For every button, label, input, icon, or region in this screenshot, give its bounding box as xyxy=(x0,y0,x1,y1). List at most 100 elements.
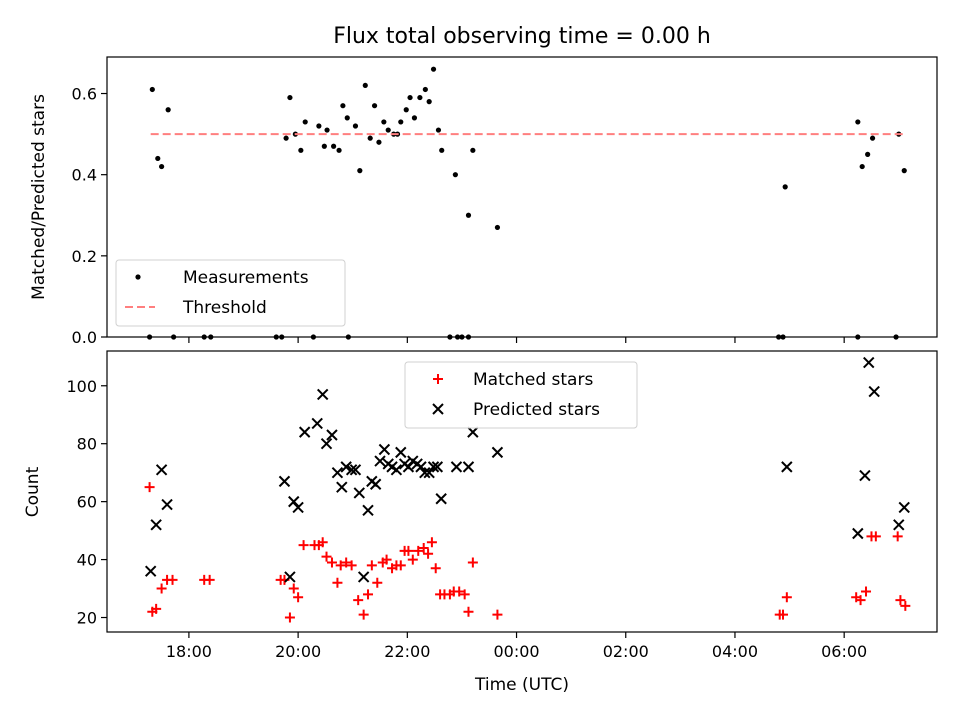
matched-point xyxy=(778,609,789,620)
measurement-point xyxy=(344,115,350,121)
matched-point xyxy=(855,595,866,606)
legend-label: Matched stars xyxy=(473,370,593,390)
matched-point xyxy=(413,545,424,556)
ytick-label: 40 xyxy=(77,551,97,570)
predicted-point xyxy=(427,461,440,473)
measurement-point xyxy=(149,86,155,93)
measurement-point xyxy=(407,94,413,101)
matched-point xyxy=(372,577,383,588)
measurement-point xyxy=(287,94,293,101)
legend-label: Predicted stars xyxy=(473,400,600,420)
measurement-point xyxy=(859,163,865,170)
measurement-point xyxy=(357,168,363,174)
measurement-point xyxy=(426,99,432,105)
measurement-point xyxy=(155,155,161,162)
matched-point xyxy=(463,606,474,617)
matched-point xyxy=(781,592,792,603)
matched-point xyxy=(418,542,429,553)
matched-point xyxy=(892,531,903,542)
xlabel: Time (UTC) xyxy=(474,675,569,695)
measurement-point xyxy=(381,119,387,125)
matched-point xyxy=(430,563,441,574)
count-panel: Count Time (UTC) 20 40 60 80 100 18:00 20:00 22… xyxy=(23,350,938,695)
predicted-point xyxy=(353,487,365,499)
predicted-point xyxy=(431,461,444,473)
legend-label: Threshold xyxy=(182,298,267,318)
predicted-point xyxy=(378,443,391,456)
predicted-point xyxy=(369,478,382,490)
matched-point xyxy=(363,589,374,600)
matched-point xyxy=(366,560,377,571)
measurement-point xyxy=(362,82,368,89)
predicted-point xyxy=(898,501,910,514)
measurement-point xyxy=(385,127,391,133)
predicted-point xyxy=(374,455,386,467)
predicted-point xyxy=(467,426,479,438)
matched-point xyxy=(335,560,346,571)
measurement-point xyxy=(869,135,876,141)
ytick-label: 60 xyxy=(77,493,97,512)
measurement-point xyxy=(901,168,907,174)
bottom-legend: Matched stars Predicted stars xyxy=(404,361,638,429)
matched-point xyxy=(353,595,364,606)
predicted-point xyxy=(288,495,300,508)
matched-point xyxy=(426,537,437,548)
measurement-point xyxy=(411,115,418,121)
matched-point xyxy=(459,589,470,600)
predicted-point xyxy=(415,461,427,473)
measurement-point xyxy=(298,147,304,153)
matched-point xyxy=(358,609,369,620)
matched-point xyxy=(156,583,167,594)
legend-box xyxy=(404,361,638,429)
measurement-point xyxy=(371,103,378,109)
predicted-point xyxy=(450,461,463,473)
matched-point xyxy=(326,557,337,568)
predicted-point xyxy=(362,504,374,517)
bottom-axis-ticks: 20 40 60 80 100 18:00 20:00 22:00 00:00 02:00 04:0… xyxy=(66,377,867,661)
matched-point xyxy=(423,548,434,559)
xtick-label: 02:00 xyxy=(603,642,649,661)
measurement-point xyxy=(465,212,472,218)
measurement-point xyxy=(159,163,165,170)
ytick-label: 0.0 xyxy=(72,328,97,347)
chart-title: Flux total observing time = 0.00 h xyxy=(333,24,711,49)
measurement-point xyxy=(865,151,871,157)
measurement-point xyxy=(398,119,404,125)
matched-point xyxy=(467,557,478,568)
ytick-label: 100 xyxy=(66,377,97,396)
predicted-point xyxy=(336,481,348,493)
matched-point xyxy=(284,612,295,623)
measurement-point xyxy=(403,107,409,113)
ytick-label: 0.6 xyxy=(72,85,97,104)
top-legend: Measurements Threshold xyxy=(115,259,346,327)
ytick-label: 0.2 xyxy=(72,247,97,266)
predicted-point xyxy=(491,446,504,459)
matched-point xyxy=(167,574,178,585)
predicted-point xyxy=(390,464,403,476)
matched-point xyxy=(407,554,418,565)
measurement-point xyxy=(417,94,423,101)
predicted-point xyxy=(402,461,415,473)
matched-point xyxy=(861,586,872,597)
predicted-point xyxy=(852,527,864,540)
predicted-point xyxy=(320,437,333,450)
bottom-ylabel: Count xyxy=(23,466,43,517)
matched-point xyxy=(321,551,332,562)
measurement-point xyxy=(435,127,442,133)
measurement-point xyxy=(331,143,337,149)
predicted-point xyxy=(435,493,447,505)
ytick-label: 80 xyxy=(77,435,97,454)
predicted-point xyxy=(868,385,880,398)
top-axes-frame xyxy=(106,56,938,338)
top-ylabel: Matched/Predicted stars xyxy=(29,94,49,300)
predicted-point xyxy=(423,466,435,479)
matched-point xyxy=(395,560,406,571)
measurement-point xyxy=(336,147,342,153)
xtick-label: 06:00 xyxy=(821,642,867,661)
measurement-point xyxy=(439,147,445,153)
matched-point xyxy=(346,560,357,571)
matched-point xyxy=(144,482,155,493)
matched-point xyxy=(900,600,911,611)
measurement-point xyxy=(316,123,322,129)
matched-point xyxy=(403,545,414,556)
